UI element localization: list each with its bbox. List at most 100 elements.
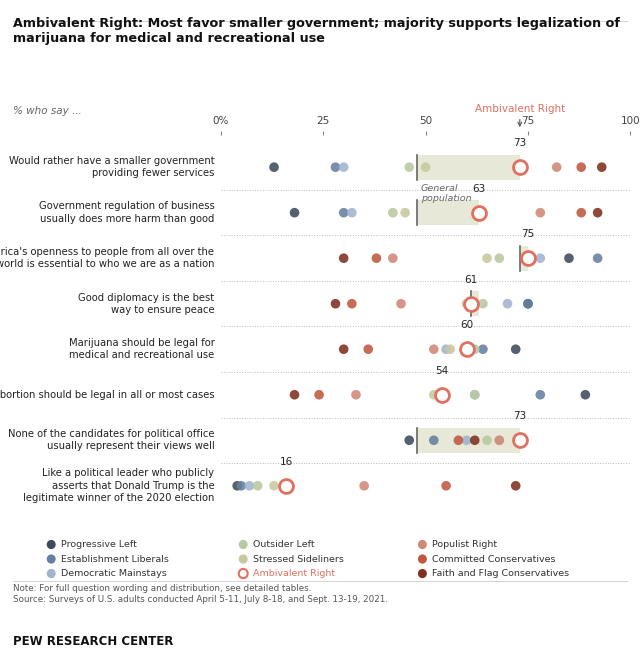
- Point: [289, 389, 300, 400]
- Point: [478, 344, 488, 354]
- Point: [347, 207, 357, 218]
- Point: [511, 480, 521, 491]
- Text: 60: 60: [460, 320, 473, 330]
- Point: [482, 435, 492, 446]
- Bar: [520, 246, 528, 271]
- Text: PEW RESEARCH CENTER: PEW RESEARCH CENTER: [13, 635, 173, 648]
- Point: [339, 162, 349, 172]
- Point: [236, 480, 246, 491]
- Point: [232, 480, 243, 491]
- Point: [552, 162, 562, 172]
- Text: Note: For full question wording and distribution, see detailed tables.
Source: S: Note: For full question wording and dist…: [13, 584, 388, 603]
- Point: [371, 253, 381, 263]
- Point: [400, 207, 410, 218]
- Point: [445, 344, 455, 354]
- Text: Ambivalent Right: Ambivalent Right: [253, 569, 335, 578]
- Point: [461, 344, 472, 354]
- Point: [461, 435, 472, 446]
- Text: America's openness to people from all over the
world is essential to who we are : America's openness to people from all ov…: [0, 247, 214, 269]
- Text: General
population: General population: [420, 183, 471, 203]
- Text: 61: 61: [464, 275, 477, 284]
- Point: [339, 253, 349, 263]
- Point: [388, 207, 398, 218]
- Point: [347, 298, 357, 309]
- Point: [269, 162, 279, 172]
- Text: Marijuana should be legal for
medical and recreational use: Marijuana should be legal for medical an…: [68, 338, 214, 360]
- Point: [429, 389, 439, 400]
- Point: [535, 207, 545, 218]
- Point: [330, 298, 340, 309]
- Point: [441, 480, 451, 491]
- Text: Would rather have a smaller government
providing fewer services: Would rather have a smaller government p…: [9, 156, 214, 178]
- Point: [396, 298, 406, 309]
- Point: [564, 253, 574, 263]
- Point: [515, 162, 525, 172]
- Point: [465, 298, 476, 309]
- Text: Outsider Left: Outsider Left: [253, 540, 314, 549]
- Point: [363, 344, 373, 354]
- Point: [330, 162, 340, 172]
- Bar: [417, 154, 520, 180]
- Point: [359, 480, 369, 491]
- Point: [593, 253, 603, 263]
- Point: [494, 435, 504, 446]
- Point: [535, 389, 545, 400]
- Text: Like a political leader who publicly
asserts that Donald Trump is the
legitimate: Like a political leader who publicly ass…: [23, 469, 214, 503]
- Point: [461, 298, 472, 309]
- Point: [314, 389, 324, 400]
- Point: [593, 207, 603, 218]
- Point: [339, 344, 349, 354]
- Point: [404, 435, 414, 446]
- Point: [523, 298, 533, 309]
- Text: Ambivalent Right: Most favor smaller government; majority supports legalization : Ambivalent Right: Most favor smaller gov…: [13, 16, 620, 30]
- Point: [437, 389, 447, 400]
- Point: [388, 253, 398, 263]
- Point: [470, 344, 480, 354]
- Point: [478, 298, 488, 309]
- Point: [244, 480, 255, 491]
- Point: [269, 480, 279, 491]
- Point: [515, 435, 525, 446]
- Point: [470, 435, 480, 446]
- Text: % who say ...: % who say ...: [13, 106, 81, 116]
- Point: [470, 389, 480, 400]
- Bar: [417, 428, 520, 453]
- Point: [351, 389, 361, 400]
- Text: marijuana for medical and recreational use: marijuana for medical and recreational u…: [13, 32, 324, 45]
- Text: Committed Conservatives: Committed Conservatives: [432, 554, 556, 564]
- Point: [580, 389, 591, 400]
- Point: [502, 298, 513, 309]
- Bar: [417, 200, 479, 225]
- Bar: [470, 291, 479, 316]
- Text: Ambivalent Right: Ambivalent Right: [475, 104, 565, 114]
- Text: Stressed Sideliners: Stressed Sideliners: [253, 554, 344, 564]
- Text: None of the candidates for political office
usually represent their views well: None of the candidates for political off…: [8, 429, 214, 451]
- Point: [576, 207, 586, 218]
- Point: [494, 435, 504, 446]
- Text: Progressive Left: Progressive Left: [61, 540, 137, 549]
- Point: [576, 162, 586, 172]
- Point: [429, 435, 439, 446]
- Text: Democratic Mainstays: Democratic Mainstays: [61, 569, 166, 578]
- Point: [494, 253, 504, 263]
- Text: 75: 75: [522, 229, 534, 239]
- Text: Populist Right: Populist Right: [432, 540, 497, 549]
- Text: 63: 63: [472, 183, 486, 193]
- Point: [281, 480, 291, 491]
- Point: [482, 253, 492, 263]
- Point: [523, 253, 533, 263]
- Point: [523, 298, 533, 309]
- Point: [474, 207, 484, 218]
- Point: [339, 207, 349, 218]
- Text: 16: 16: [280, 457, 293, 467]
- Text: 73: 73: [513, 138, 527, 148]
- Point: [453, 435, 463, 446]
- Text: Good diplomacy is the best
way to ensure peace: Good diplomacy is the best way to ensure…: [78, 292, 214, 315]
- Text: 54: 54: [435, 366, 449, 376]
- Text: 73: 73: [513, 411, 527, 421]
- Text: Abortion should be legal in all or most cases: Abortion should be legal in all or most …: [0, 390, 214, 400]
- Point: [253, 480, 263, 491]
- Point: [420, 162, 431, 172]
- Point: [535, 253, 545, 263]
- Point: [511, 344, 521, 354]
